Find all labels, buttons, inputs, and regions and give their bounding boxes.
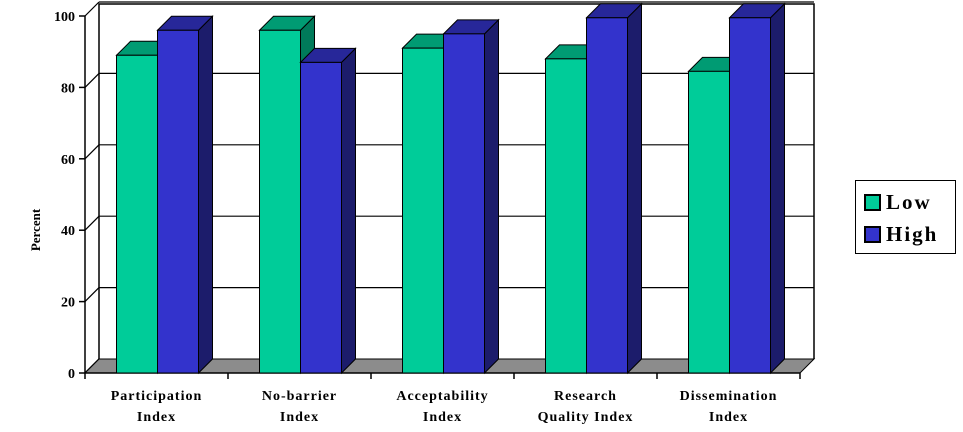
bar-high [442,18,500,375]
x-tick-label: Acceptability Index [396,389,488,425]
back-wall-frame [98,3,815,359]
y-axis-label: Percent [28,208,43,251]
gridline-depth [84,1,100,17]
bar-high [299,47,357,375]
bar-side [341,47,356,375]
x-tick-label: Participation Index [111,389,203,425]
legend-item-high: High [864,221,938,247]
y-tick-label: 80 [61,81,75,96]
gridline-depth [84,215,100,231]
y-tick-label: 40 [61,224,75,239]
legend-swatch-low [864,193,881,211]
bar-front [259,29,301,374]
legend-item-low: Low [864,189,932,215]
bar-front [116,54,158,374]
bar-front [300,61,342,374]
gridline-depth [84,144,100,160]
bar-side [770,2,785,375]
y-axis: 0 20 40 60 80 100 [54,10,85,382]
legend: Low High [855,180,956,254]
bars [115,2,786,375]
bar-side [627,2,642,375]
bar-front [688,70,730,374]
bar-front [443,33,485,374]
y-tick-label: 0 [68,367,75,382]
x-tick-label: No-barrier Index [262,389,337,425]
bar-front [729,17,771,374]
bar-side [484,18,499,375]
bar-high [728,2,786,375]
x-axis: Participation Index No-barrier Index Accepta… [84,373,801,425]
legend-swatch-high [864,225,881,243]
bar-front [402,47,444,374]
legend-label-high: High [886,221,939,246]
x-tick-label: Research Quality Index [538,389,634,425]
x-tick-label: Dissemination Index [680,389,778,425]
bar-high [156,15,214,375]
bar-front [586,17,628,374]
y-tick-label: 100 [54,10,75,25]
bar-high [585,2,643,375]
gridline-depth [84,72,100,88]
y-tick-label: 20 [61,296,75,311]
y-tick-label: 60 [61,153,75,168]
gridline-depth [84,287,100,303]
bar-front [157,29,199,374]
legend-label-low: Low [886,189,932,214]
bar-front [545,58,587,374]
bar-side [198,15,213,375]
